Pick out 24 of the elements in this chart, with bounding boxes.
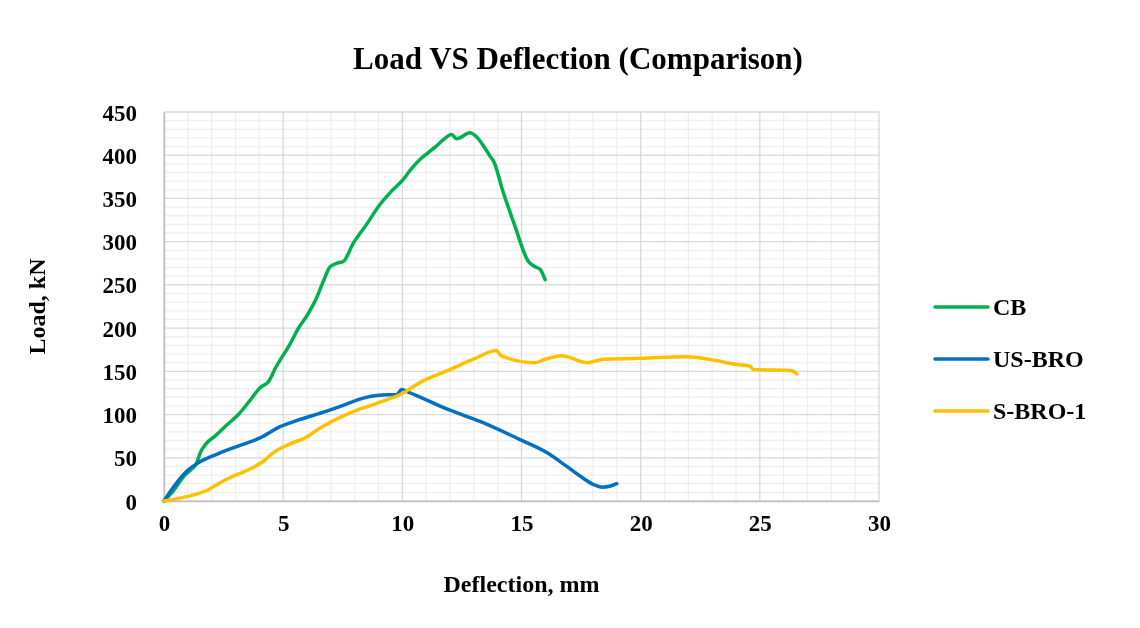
y-tick-label: 400 (102, 143, 137, 169)
legend-label: US-BRO (993, 346, 1084, 373)
x-tick-label: 30 (868, 511, 891, 537)
y-tick-label: 300 (102, 230, 137, 256)
x-tick-label: 5 (277, 511, 290, 537)
x-tick-label: 25 (748, 511, 772, 537)
y-tick-label: 250 (102, 273, 137, 299)
legend-label: CB (993, 294, 1027, 321)
chart-title: Load VS Deflection (Comparison) (353, 41, 803, 76)
y-tick-label: 0 (125, 489, 137, 515)
x-tick-label: 10 (391, 511, 415, 537)
line-series (162, 348, 799, 503)
y-tick-label: 50 (114, 446, 137, 472)
y-tick-label: 150 (102, 359, 137, 385)
y-axis-title: Load, kN (24, 257, 50, 355)
y-tick-label: 200 (102, 316, 137, 342)
y-tick-label: 450 (102, 100, 137, 126)
y-tick-label: 100 (102, 403, 137, 429)
legend-label: S-BRO-1 (993, 398, 1087, 425)
x-tick-label: 15 (510, 511, 534, 537)
x-tick-label: 20 (629, 511, 653, 537)
y-tick-label: 350 (102, 186, 137, 212)
x-tick-label: 0 (158, 511, 171, 537)
x-axis-title: Deflection, mm (443, 571, 600, 597)
